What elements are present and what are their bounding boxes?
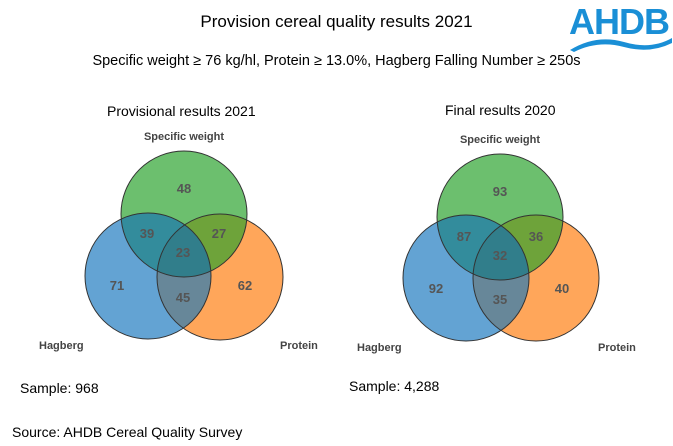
left-hagberg-outline: [84, 212, 212, 340]
right-sample-size: Sample: 4,288: [349, 378, 440, 394]
left-sample-size: Sample: 968: [20, 380, 99, 396]
ahdb-logo: AHDB: [569, 1, 672, 52]
left-count-sw-only: 48: [177, 181, 191, 196]
right-label-hagberg: Hagberg: [357, 342, 402, 354]
left-overlap-all: [157, 214, 211, 277]
right-label-specific-weight: Specific weight: [460, 134, 540, 146]
right-count-hagberg-only: 92: [429, 281, 443, 296]
left-protein-outline: [156, 213, 284, 341]
criteria-subtitle: Specific weight ≥ 76 kg/hl, Protein ≥ 13…: [92, 53, 581, 69]
left-label-protein: Protein: [280, 340, 318, 352]
left-count-hagberg-only: 71: [110, 278, 124, 293]
right-venn: Specific weight Hagberg Protein 93 87 36…: [357, 134, 636, 354]
right-sw-outline: [436, 153, 564, 281]
source-note: Source: AHDB Cereal Quality Survey: [12, 424, 243, 440]
ahdb-logo-text: AHDB: [569, 1, 669, 42]
page-title: Provision cereal quality results 2021: [200, 12, 473, 31]
right-panel-title: Final results 2020: [445, 102, 556, 118]
right-count-all: 32: [493, 248, 507, 263]
right-count-sw-protein: 36: [529, 229, 543, 244]
left-count-sw-protein: 27: [212, 226, 226, 241]
right-count-sw-hagberg: 87: [457, 229, 471, 244]
left-panel-title: Provisional results 2021: [107, 103, 256, 119]
left-count-protein-only: 62: [238, 278, 252, 293]
right-label-protein: Protein: [598, 342, 636, 354]
right-count-hagberg-protein: 35: [493, 292, 507, 307]
logo-wave-icon: [570, 38, 672, 52]
left-label-hagberg: Hagberg: [39, 340, 84, 352]
right-protein-outline: [472, 214, 600, 342]
right-overlap-all: [473, 215, 529, 280]
right-count-sw-only: 93: [493, 184, 507, 199]
left-sw-outline: [120, 150, 248, 278]
left-venn: Specific weight Hagberg Protein 48 39 27…: [39, 131, 318, 352]
left-count-all: 23: [176, 245, 190, 260]
left-count-sw-hagberg: 39: [140, 226, 154, 241]
left-count-hagberg-protein: 45: [176, 290, 190, 305]
right-hagberg-outline: [402, 214, 530, 342]
left-label-specific-weight: Specific weight: [144, 131, 224, 143]
right-count-protein-only: 40: [555, 281, 569, 296]
